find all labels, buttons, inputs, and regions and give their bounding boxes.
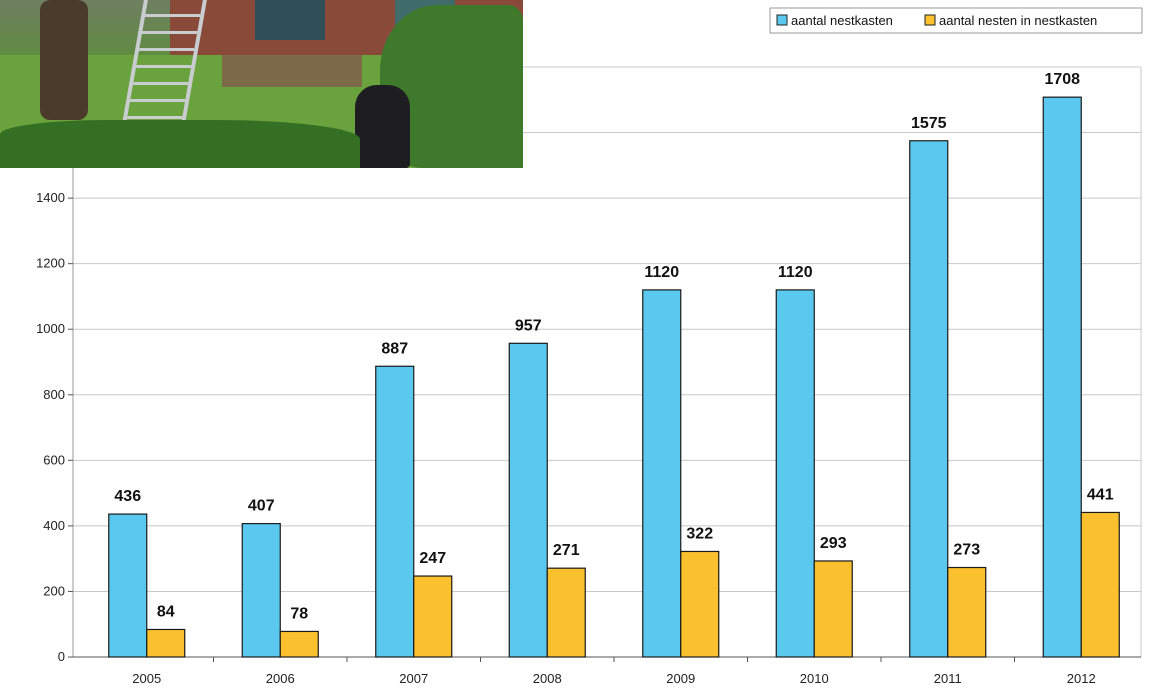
legend-swatch-nesten: [924, 14, 936, 26]
bar-nestkasten: [375, 365, 415, 658]
wood-pile: [222, 55, 362, 87]
x-tick-label: 2008: [533, 671, 562, 686]
data-label-nestkasten: 957: [515, 317, 542, 334]
bar-nestkasten: [909, 140, 949, 658]
bar-nesten: [813, 560, 853, 658]
data-label-nestkasten: 407: [248, 498, 275, 515]
bar-nestkasten: [241, 522, 281, 658]
data-label-nestkasten: 1708: [1044, 71, 1080, 88]
data-label-nesten: 271: [553, 542, 580, 559]
legend-swatch-nestkasten: [776, 14, 788, 26]
bar-nesten: [680, 550, 720, 658]
tree-trunk: [40, 0, 88, 120]
bar-nesten: [279, 630, 319, 658]
x-tick-label: 2007: [399, 671, 428, 686]
bar-nesten: [1080, 511, 1120, 658]
x-tick-label: 2010: [800, 671, 829, 686]
bar-nestkasten: [508, 342, 548, 658]
data-label-nestkasten: 436: [114, 488, 141, 505]
y-tick-label: 0: [58, 649, 65, 664]
bar-nestkasten: [1042, 96, 1082, 658]
data-label-nesten: 441: [1087, 486, 1114, 503]
legend: aantal nestkasten aantal nesten in nestk…: [769, 7, 1143, 34]
bar-nesten: [546, 567, 586, 658]
y-tick-label: 200: [43, 583, 65, 598]
person: [355, 85, 410, 168]
bar-nestkasten: [775, 289, 815, 658]
y-tick-label: 600: [43, 452, 65, 467]
house-window: [255, 0, 325, 40]
legend-label-nestkasten: aantal nestkasten: [791, 13, 893, 28]
bar-nesten: [146, 628, 186, 658]
bar-nesten: [947, 566, 987, 658]
bar-nestkasten: [108, 513, 148, 658]
y-tick-label: 1000: [36, 321, 65, 336]
y-tick-label: 800: [43, 387, 65, 402]
foreground-bushes: [0, 120, 360, 168]
y-tick-label: 400: [43, 518, 65, 533]
data-label-nesten: 293: [820, 535, 847, 552]
bars: [108, 96, 1120, 658]
garden-photo: [0, 0, 523, 168]
bar-nestkasten: [642, 289, 682, 658]
x-tick-label: 2009: [666, 671, 695, 686]
data-label-nestkasten: 1120: [778, 264, 813, 281]
data-label-nestkasten: 1575: [911, 115, 947, 132]
legend-label-nesten: aantal nesten in nestkasten: [939, 13, 1097, 28]
data-label-nesten: 84: [157, 603, 175, 620]
x-tick-label: 2011: [934, 671, 962, 686]
legend-box: [769, 7, 1143, 34]
x-tick-label: 2006: [266, 671, 295, 686]
bar-nesten: [413, 575, 453, 658]
data-label-nestkasten: 887: [381, 340, 408, 357]
y-tick-label: 1400: [36, 190, 65, 205]
data-label-nesten: 273: [953, 542, 980, 559]
data-label-nesten: 78: [290, 605, 308, 622]
x-tick-label: 2012: [1067, 671, 1096, 686]
y-tick-label: 1200: [36, 256, 65, 271]
data-label-nesten: 247: [419, 550, 446, 567]
data-label-nestkasten: 1120: [644, 264, 679, 281]
data-label-nesten: 322: [686, 525, 713, 542]
x-tick-label: 2005: [132, 671, 161, 686]
data-labels: 436 84 407 78 887 247 957 271 1120 322 1120 293 1575…: [114, 71, 1113, 622]
